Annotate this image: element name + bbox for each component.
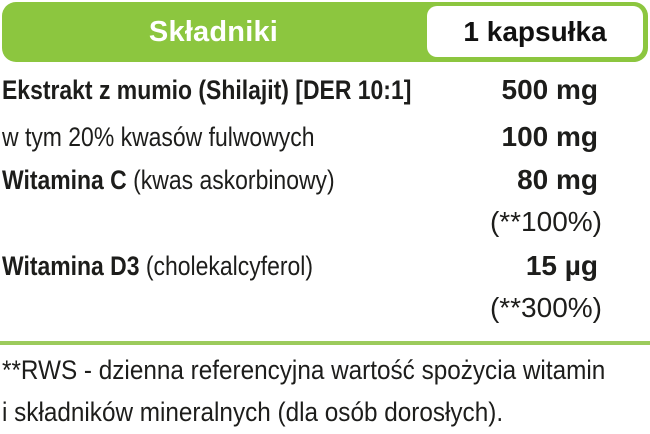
ingredient-amount: 100 mg [501, 121, 599, 152]
table-header-bar: Składniki 1 kapsułka [2, 2, 648, 62]
rws-percent-vitamin-c: (**100%) [489, 206, 602, 237]
table-row-vitamin-c: Witamina C (kwas askorbinowy) 80 mg [2, 163, 650, 197]
green-divider-line [0, 341, 650, 345]
table-row-fulvic-acids: w tym 20% kwasów fulwowych 100 mg [2, 120, 650, 154]
table-row-vitamin-d3: Witamina D3 (cholekalcyferol) 15 µg [2, 249, 650, 283]
ingredient-label: Witamina C (kwas askorbinowy) [2, 165, 335, 195]
ingredient-amount: 80 mg [517, 164, 598, 195]
serving-size-box: 1 kapsułka [427, 6, 643, 57]
serving-size-label: 1 kapsułka [463, 15, 607, 47]
table-row-shilajit: Ekstrakt z mumio (Shilajit) [DER 10:1] 5… [2, 73, 650, 107]
ingredient-amount: 15 µg [525, 250, 598, 281]
footnote-line-2: i składników mineralnych (dla osób doros… [2, 397, 504, 427]
header-title-area: Składniki [2, 2, 425, 62]
ingredient-label: Witamina D3 (cholekalcyferol) [2, 251, 313, 281]
rws-footnote: **RWS - dzienna referencyjna wartość spo… [2, 349, 650, 433]
footnote-line-1: **RWS - dzienna referencyjna wartość spo… [2, 355, 606, 385]
rws-percent-vitamin-d3: (**300%) [489, 292, 602, 323]
ingredient-label: Ekstrakt z mumio (Shilajit) [DER 10:1] [2, 75, 412, 105]
ingredient-label: w tym 20% kwasów fulwowych [2, 122, 315, 152]
ingredient-amount: 500 mg [501, 74, 599, 105]
ingredients-header-label: Składniki [148, 15, 279, 48]
